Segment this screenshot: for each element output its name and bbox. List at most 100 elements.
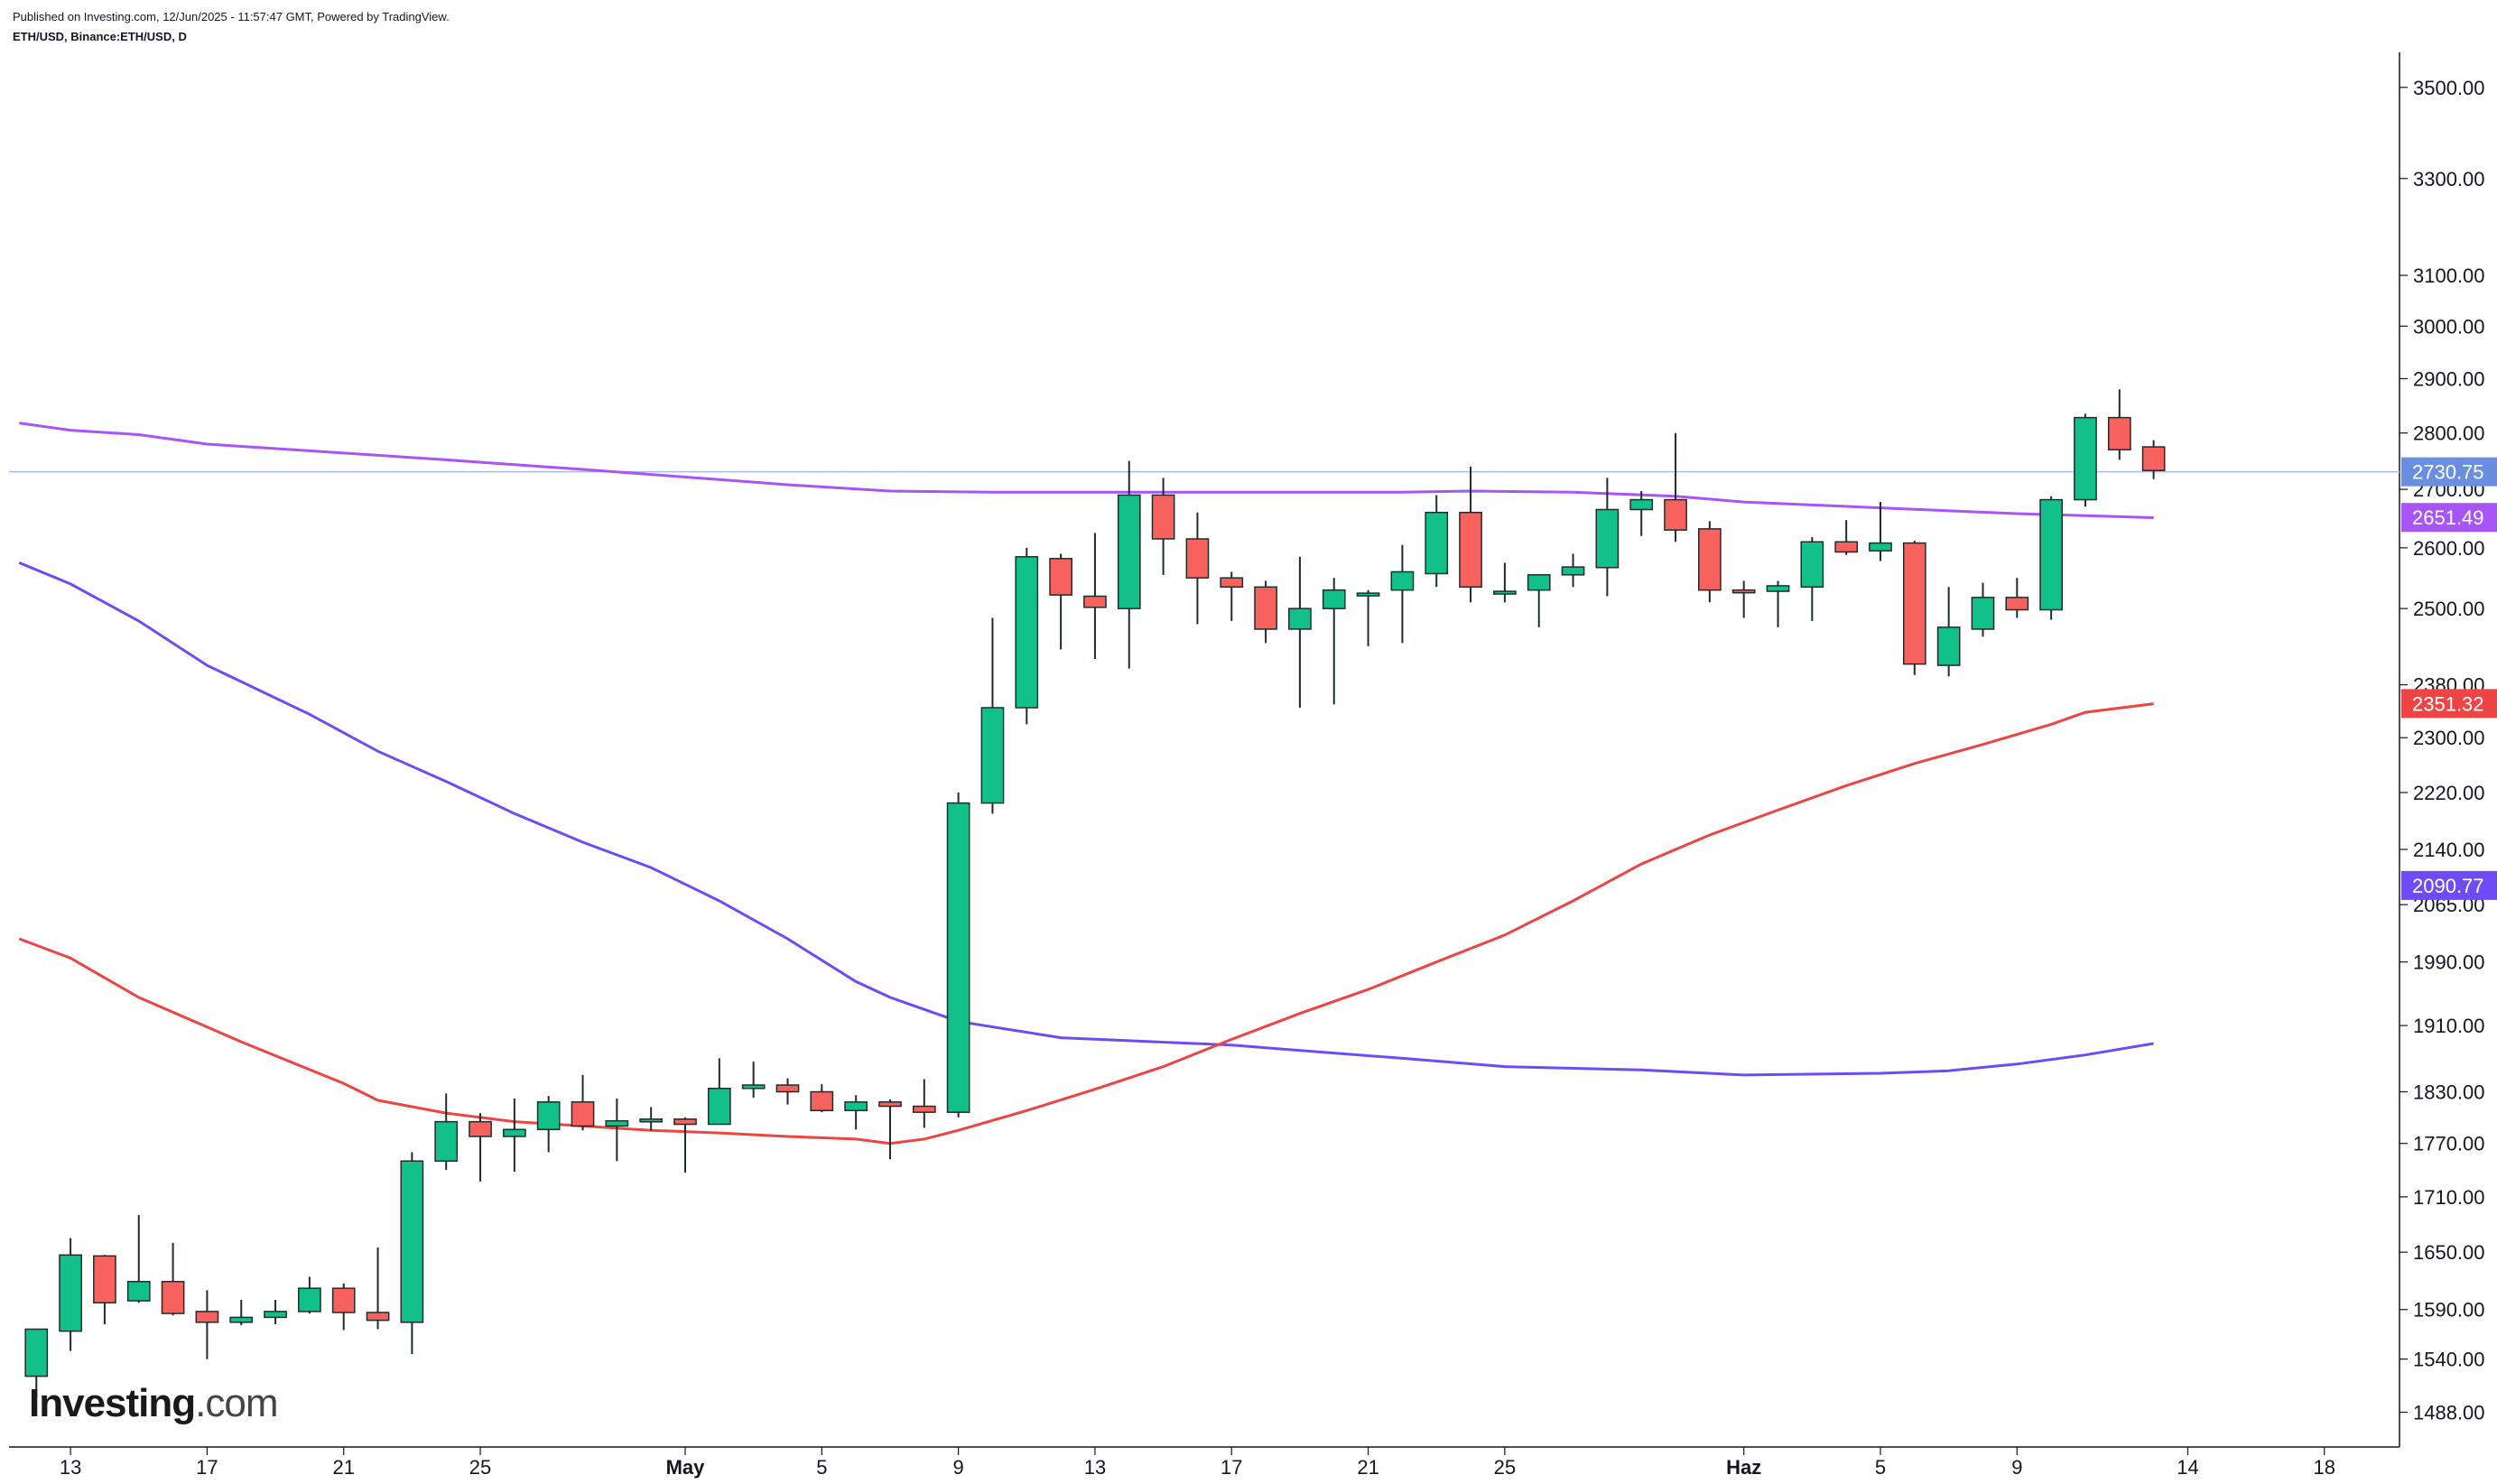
candle-up[interactable] xyxy=(605,1119,629,1127)
x-tick-label: 25 xyxy=(1494,1456,1516,1479)
y-tick-label: 2300.00 xyxy=(2413,727,2485,749)
candle-up[interactable] xyxy=(1493,590,1517,595)
x-tick-label: 18 xyxy=(2314,1456,2335,1479)
candle-up[interactable] xyxy=(400,1160,424,1323)
moving-average-line-1 xyxy=(19,422,2154,519)
candle-down[interactable] xyxy=(1220,577,1244,589)
candle-down[interactable] xyxy=(1698,528,1722,591)
logo-brand: Investing xyxy=(29,1381,196,1425)
candle-down[interactable] xyxy=(1902,542,1926,665)
candle-down[interactable] xyxy=(878,1101,902,1108)
candle-down[interactable] xyxy=(1151,494,1175,540)
candle-down[interactable] xyxy=(912,1105,936,1113)
y-tick-label: 3100.00 xyxy=(2413,264,2485,287)
candle-up[interactable] xyxy=(844,1101,868,1112)
candle-up[interactable] xyxy=(1800,541,1824,589)
candle-down[interactable] xyxy=(2107,416,2131,450)
candle-up[interactable] xyxy=(24,1328,49,1377)
candle-up[interactable] xyxy=(639,1118,664,1123)
x-tick-label: 13 xyxy=(60,1456,81,1479)
candle-down[interactable] xyxy=(1049,558,1072,596)
candle-up[interactable] xyxy=(946,802,970,1113)
candle-down[interactable] xyxy=(2141,446,2166,472)
candle-down[interactable] xyxy=(1664,498,1687,531)
candle-down[interactable] xyxy=(195,1311,219,1323)
x-tick-label: 5 xyxy=(1875,1456,1886,1479)
price-tag-label: 2651.49 xyxy=(2412,506,2484,529)
candle-up[interactable] xyxy=(707,1088,731,1126)
y-tick-label: 2500.00 xyxy=(2413,598,2485,620)
candle-down[interactable] xyxy=(673,1118,697,1126)
y-tick-label: 1590.00 xyxy=(2413,1299,2485,1322)
candle-down[interactable] xyxy=(1834,541,1859,553)
y-tick-label: 1540.00 xyxy=(2413,1349,2485,1371)
candle-down[interactable] xyxy=(810,1090,834,1112)
candle-up[interactable] xyxy=(1595,508,1620,569)
y-tick-label: 1710.00 xyxy=(2413,1186,2485,1209)
candle-down[interactable] xyxy=(2005,597,2029,611)
y-tick-label: 2600.00 xyxy=(2413,537,2485,560)
candle-down[interactable] xyxy=(1254,586,1277,630)
logo-suffix: .com xyxy=(195,1381,278,1425)
candle-down[interactable] xyxy=(331,1287,356,1313)
candle-up[interactable] xyxy=(536,1101,561,1131)
price-tag xyxy=(2401,503,2497,533)
candle-up[interactable] xyxy=(1117,494,1141,609)
candle-up[interactable] xyxy=(126,1280,151,1302)
price-tag xyxy=(2401,457,2497,487)
published-caption: Published on Investing.com, 12/Jun/2025 … xyxy=(13,10,450,23)
price-tag-label: 2351.32 xyxy=(2412,692,2484,715)
y-tick-label: 2800.00 xyxy=(2413,422,2485,445)
candle-up[interactable] xyxy=(1015,556,1039,709)
candle-up[interactable] xyxy=(229,1316,254,1323)
y-tick-label: 3500.00 xyxy=(2413,77,2485,99)
candle-down[interactable] xyxy=(1731,589,1756,594)
candle-down[interactable] xyxy=(1459,511,1482,589)
candle-up[interactable] xyxy=(1561,566,1585,576)
x-tick-label: 21 xyxy=(1357,1456,1378,1479)
candle-down[interactable] xyxy=(469,1120,492,1137)
candle-down[interactable] xyxy=(161,1280,185,1314)
candle-down[interactable] xyxy=(571,1101,595,1127)
price-tag-label: 2730.75 xyxy=(2412,461,2484,484)
candle-up[interactable] xyxy=(1527,574,1551,591)
price-tag-label: 2090.77 xyxy=(2412,875,2484,897)
x-tick-label: 9 xyxy=(953,1456,964,1479)
candle-up[interactable] xyxy=(980,707,1005,804)
candle-up[interactable] xyxy=(1356,592,1380,597)
candle-up[interactable] xyxy=(741,1084,766,1090)
y-tick-label: 3300.00 xyxy=(2413,168,2485,190)
y-tick-label: 1650.00 xyxy=(2413,1241,2485,1264)
candle-up[interactable] xyxy=(298,1287,321,1312)
candle-down[interactable] xyxy=(93,1255,116,1303)
candle-up[interactable] xyxy=(2039,498,2064,611)
candle-up[interactable] xyxy=(1869,542,1892,552)
candle-up[interactable] xyxy=(503,1128,526,1137)
candle-up[interactable] xyxy=(1425,511,1449,575)
candle-down[interactable] xyxy=(1185,538,1210,579)
x-tick-label: 17 xyxy=(196,1456,218,1479)
moving-average-line-3 xyxy=(18,702,2154,1145)
candle-up[interactable] xyxy=(1971,597,1995,630)
y-tick-label: 1770.00 xyxy=(2413,1133,2485,1155)
candle-down[interactable] xyxy=(366,1312,390,1322)
candle-up[interactable] xyxy=(1322,589,1346,609)
candle-up[interactable] xyxy=(1629,498,1654,511)
price-tag xyxy=(2401,689,2497,719)
y-tick-label: 3000.00 xyxy=(2413,315,2485,338)
candle-up[interactable] xyxy=(264,1311,287,1319)
investing-logo: Investing.com xyxy=(29,1381,279,1426)
candle-down[interactable] xyxy=(775,1084,800,1093)
y-tick-label: 1830.00 xyxy=(2413,1081,2485,1104)
candle-up[interactable] xyxy=(1766,585,1790,592)
candle-up[interactable] xyxy=(1390,570,1415,591)
candle-up[interactable] xyxy=(1288,608,1312,630)
candle-down[interactable] xyxy=(1083,595,1107,608)
candle-up[interactable] xyxy=(59,1254,82,1332)
candle-up[interactable] xyxy=(434,1120,459,1162)
candle-up[interactable] xyxy=(1936,626,1961,666)
x-tick-label: Haz xyxy=(1726,1456,1761,1479)
price-tag xyxy=(2401,870,2497,900)
candle-up[interactable] xyxy=(2074,416,2097,501)
